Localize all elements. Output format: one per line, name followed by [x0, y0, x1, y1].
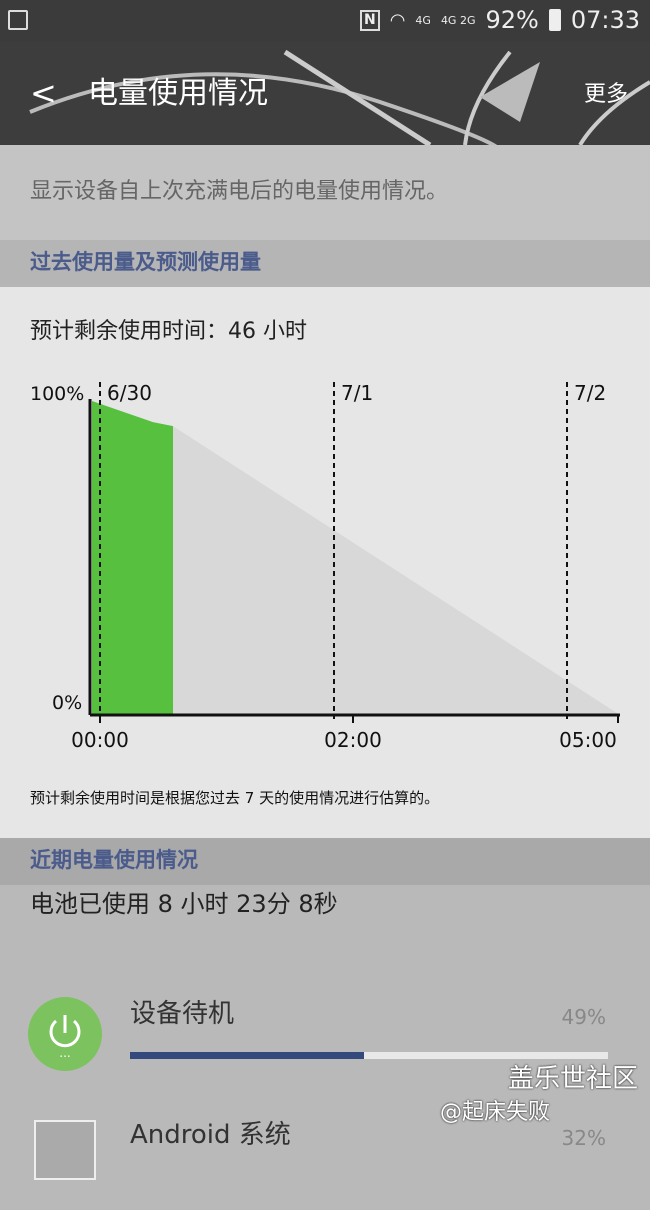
date-label: 6/30: [107, 381, 152, 405]
recent-section-header: 近期电量使用情况: [0, 838, 650, 885]
estimate-note: 预计剩余使用时间是根据您过去 7 天的使用情况进行估算的。: [30, 789, 440, 807]
forecast-section-header: 过去使用量及预测使用量: [0, 240, 650, 287]
y-label-100: 100%: [30, 383, 84, 405]
predicted-area: [173, 426, 620, 715]
app-bar: < 电量使用情况 更多: [0, 42, 650, 145]
status-bar: N ◠ 4G 4G 2G 92% 07:33: [0, 0, 650, 42]
description: 显示设备自上次充满电后的电量使用情况。: [0, 145, 650, 240]
background-decoration: [29, 49, 650, 145]
usage-item[interactable]: ... 设备待机 49%: [0, 985, 650, 1085]
x-label: 00:00: [71, 728, 129, 752]
battery-percent: 92%: [485, 6, 539, 34]
forecast-card: 预计剩余使用时间：46 小时 100% 0% 6/30 7/1 7/2 00:0…: [0, 287, 650, 838]
signal-icon: 4G 2G: [440, 13, 476, 27]
watermark: @起床失败: [439, 1100, 550, 1125]
x-label: 05:00: [559, 728, 617, 752]
battery-chart: 100% 0% 6/30 7/1 7/2 00:00 02:00 05:00: [30, 381, 620, 752]
clock: 07:33: [570, 6, 640, 34]
item-percent: 49%: [561, 1005, 606, 1029]
battery-icon: [548, 9, 561, 32]
watermark: 盖乐世社区: [507, 1064, 638, 1094]
item-name: 设备待机: [130, 999, 235, 1029]
wifi-icon: ◠: [389, 9, 406, 31]
more-button[interactable]: 更多: [583, 82, 628, 107]
nfc-icon: N: [359, 10, 380, 31]
x-label: 02:00: [324, 728, 382, 752]
back-button[interactable]: <: [30, 74, 57, 112]
gallery-notification-icon: [8, 10, 28, 30]
item-percent: 32%: [561, 1126, 606, 1150]
android-system-icon: [34, 1120, 96, 1180]
y-label-0: 0%: [52, 692, 82, 714]
power-icon: ...: [28, 997, 102, 1071]
used-area: [92, 401, 173, 715]
usage-bar-fill: [130, 1052, 365, 1059]
date-label: 7/1: [341, 381, 373, 405]
svg-text:...: ...: [59, 1046, 70, 1060]
usage-bar: [130, 1052, 608, 1059]
remaining-time: 预计剩余使用时间：46 小时: [30, 319, 307, 344]
battery-used-time: 电池已使用 8 小时 23分 8秒: [30, 890, 338, 918]
date-label: 7/2: [574, 381, 606, 405]
page-title: 电量使用情况: [88, 76, 268, 111]
usage-item[interactable]: Android 系统 32%: [0, 1110, 650, 1210]
network-type: 4G: [415, 13, 431, 27]
item-name: Android 系统: [130, 1120, 291, 1150]
